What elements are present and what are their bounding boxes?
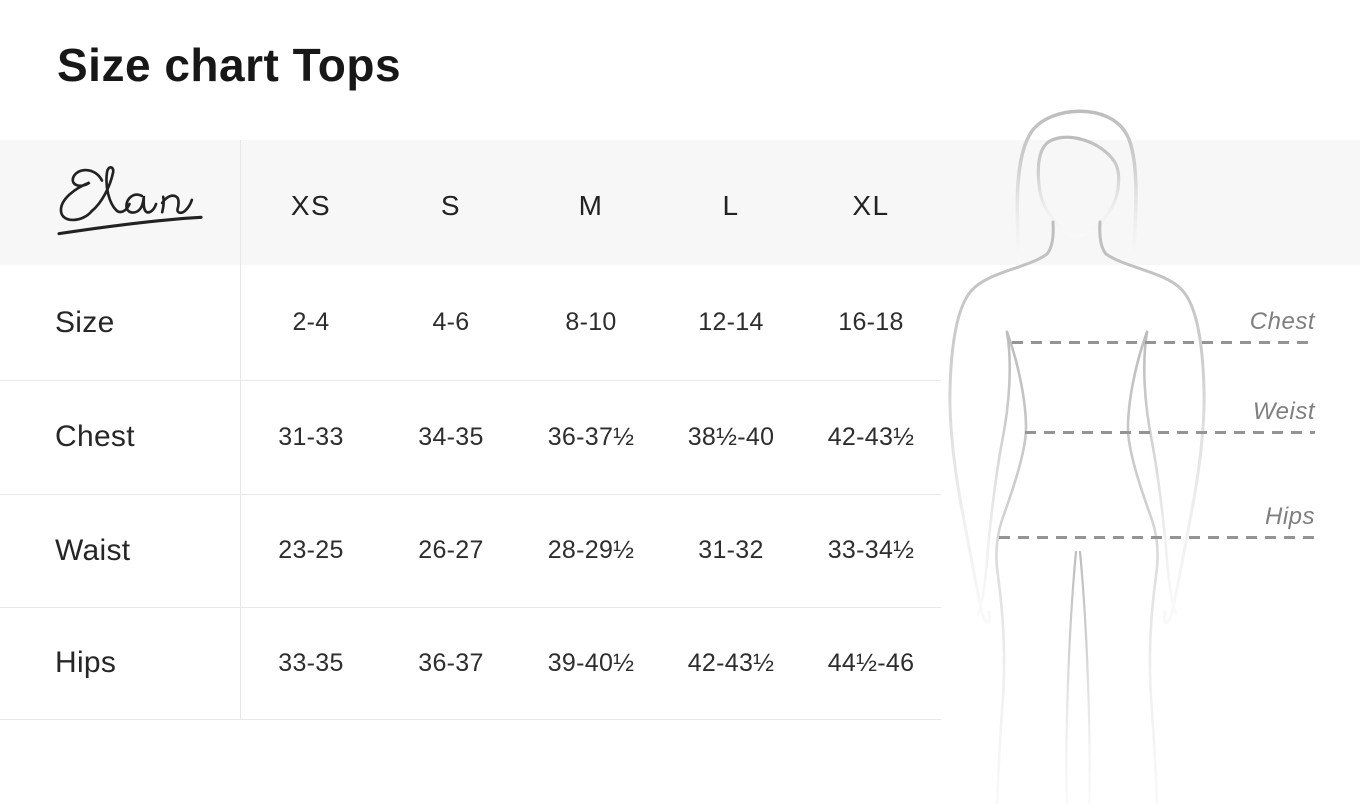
row-divider bbox=[0, 494, 941, 495]
hips-guide-label: Hips bbox=[1264, 503, 1315, 530]
table-vertical-divider bbox=[240, 140, 241, 720]
cell-chest-s: 34-35 bbox=[418, 422, 484, 451]
hips-guide-line bbox=[999, 536, 1315, 539]
row-label-size: Size bbox=[55, 305, 115, 339]
cell-hips-l: 42-43½ bbox=[687, 648, 775, 677]
cell-size-m: 8-10 bbox=[565, 308, 617, 336]
cell-waist-xl: 33-34½ bbox=[827, 536, 915, 564]
cell-chest-l: 38½-40 bbox=[687, 422, 775, 451]
row-label-waist: Waist bbox=[55, 533, 131, 567]
cell-size-l: 12-14 bbox=[698, 308, 764, 336]
size-header-l: L bbox=[722, 189, 740, 221]
cell-waist-s: 26-27 bbox=[418, 536, 484, 564]
cell-size-xl: 16-18 bbox=[838, 308, 904, 336]
cell-hips-s: 36-37 bbox=[418, 648, 484, 677]
table-row-size: 2-4 4-6 8-10 12-14 16-18 bbox=[241, 265, 941, 380]
table-row-waist: 23-25 26-27 28-29½ 31-32 33-34½ bbox=[241, 494, 941, 607]
cell-waist-l: 31-32 bbox=[698, 536, 764, 564]
row-divider bbox=[0, 607, 941, 608]
chest-guide-line bbox=[1012, 341, 1315, 344]
row-divider bbox=[0, 380, 941, 381]
size-header-xs: XS bbox=[290, 189, 332, 221]
row-label-hips: Hips bbox=[55, 646, 117, 679]
cell-size-xs: 2-4 bbox=[292, 308, 330, 336]
cell-hips-m: 39-40½ bbox=[547, 648, 635, 677]
cell-waist-m: 28-29½ bbox=[547, 536, 635, 564]
waist-guide-label: Weist bbox=[1252, 398, 1315, 425]
elan-signature-icon bbox=[57, 166, 203, 236]
cell-hips-xl: 44½-46 bbox=[827, 648, 915, 677]
size-header-m: M bbox=[578, 189, 604, 221]
table-row-hips: 33-35 36-37 39-40½ 42-43½ 44½-46 bbox=[241, 607, 941, 719]
cell-size-s: 4-6 bbox=[432, 308, 470, 336]
size-header-row: XS S M L XL bbox=[241, 140, 941, 265]
size-header-s: S bbox=[440, 189, 462, 221]
page-title: Size chart Tops bbox=[57, 39, 402, 91]
size-header-xl: XL bbox=[852, 189, 890, 221]
cell-chest-xs: 31-33 bbox=[278, 422, 344, 451]
row-label-chest: Chest bbox=[55, 420, 135, 453]
cell-chest-xl: 42-43½ bbox=[827, 422, 915, 451]
chest-guide-label: Chest bbox=[1249, 308, 1315, 335]
cell-hips-xs: 33-35 bbox=[278, 648, 344, 677]
cell-chest-m: 36-37½ bbox=[547, 422, 635, 451]
waist-guide-line bbox=[1025, 431, 1315, 434]
cell-waist-xs: 23-25 bbox=[278, 536, 344, 564]
table-row-chest: 31-33 34-35 36-37½ 38½-40 42-43½ bbox=[241, 380, 941, 494]
brand-logo: Elan bbox=[50, 158, 210, 250]
row-divider bbox=[0, 719, 941, 720]
female-body-silhouette-icon bbox=[948, 109, 1206, 804]
